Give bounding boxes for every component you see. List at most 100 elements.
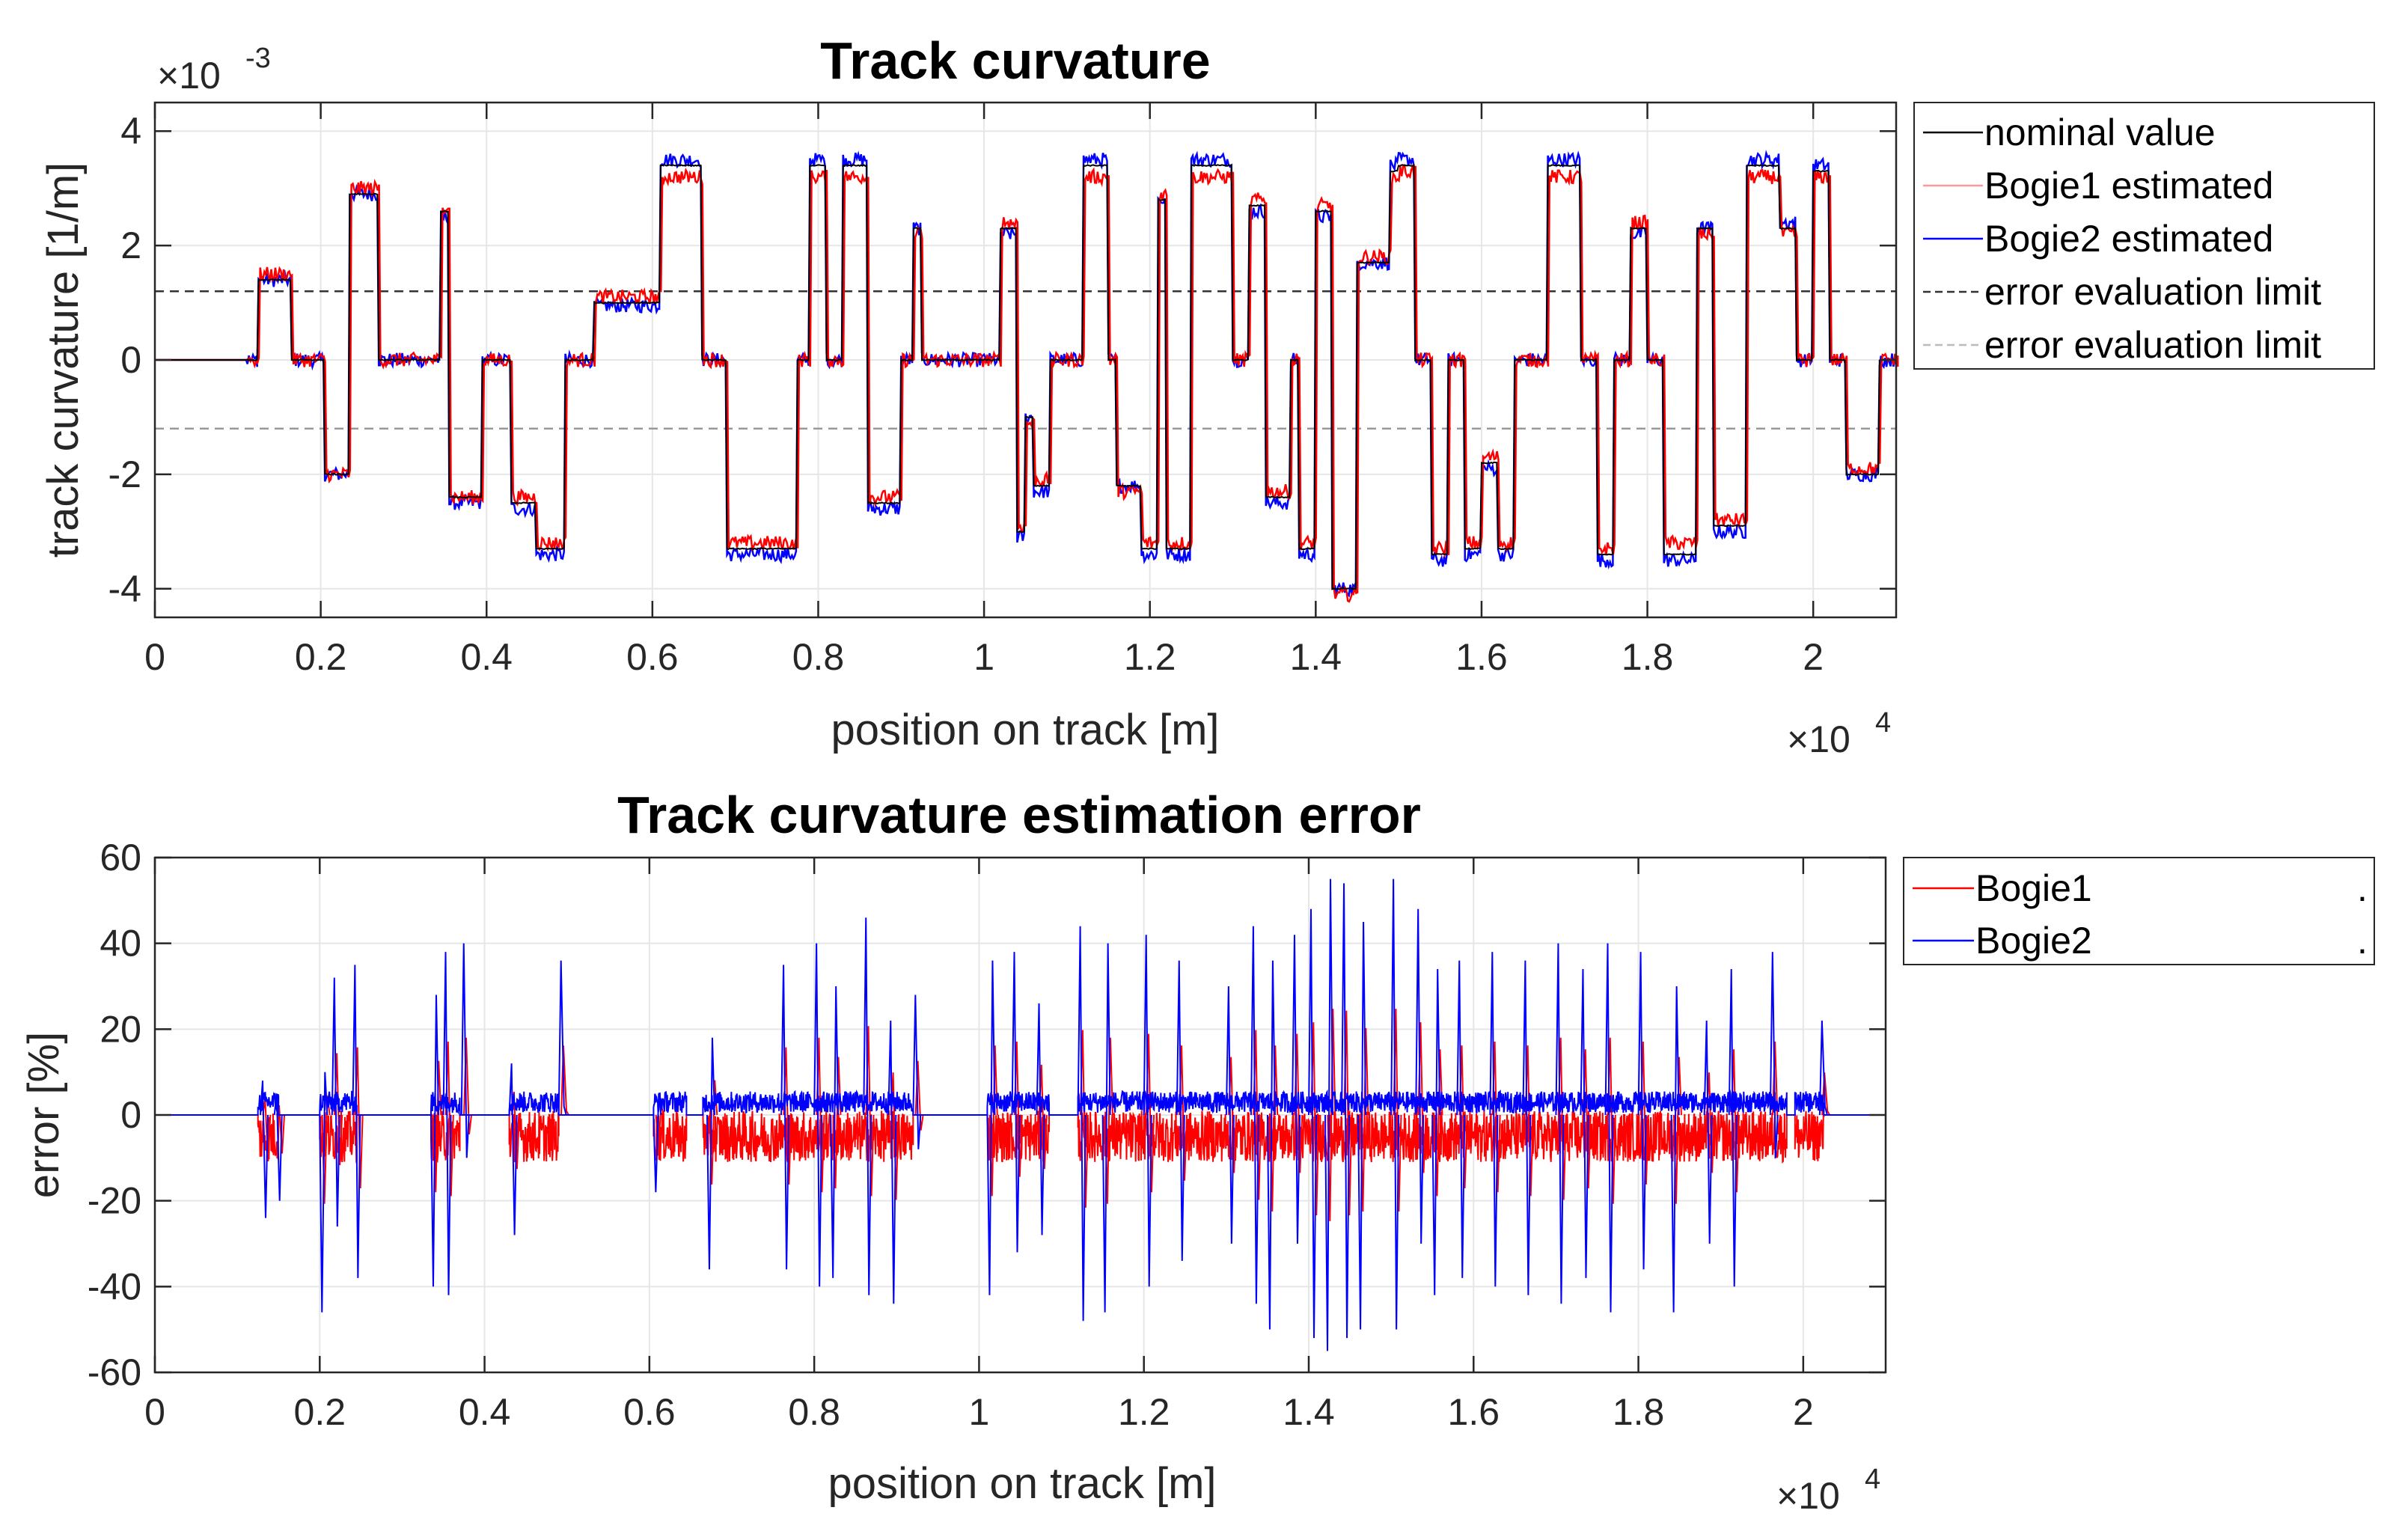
error-spike-bogie2: [352, 965, 361, 1278]
chart1-xtick-label: 0: [144, 636, 165, 678]
error-spike-bogie2: [1580, 969, 1589, 1278]
chart1-xtick-label: 1: [974, 636, 994, 678]
series-nominal: [155, 163, 1897, 590]
chart2-xtick-label: 0: [144, 1391, 165, 1433]
error-spike-bogie2: [1036, 1003, 1045, 1235]
series-error-bogie1: [155, 1109, 1886, 1164]
error-spike-bogie2: [780, 965, 790, 1270]
chart2-ytick-label: -60: [88, 1351, 141, 1393]
error-spike-bogie2: [460, 943, 470, 1158]
chart1-ytick-label: 0: [120, 339, 141, 381]
error-spike-bogie2: [1818, 1020, 1828, 1116]
error-spike-bogie2: [706, 1037, 715, 1270]
chart1-legend: nominal value Bogie1 estimated Bogie2 es…: [1913, 102, 2375, 370]
chart1-legend-box: [1913, 102, 2375, 370]
chart2-x-ticks: 0 0.2 0.4 0.6 0.8 1 1.2 1.4 1.6 1.8 2: [144, 858, 1814, 1433]
chart1-ytick-label: -4: [109, 568, 141, 610]
chart2-ytick-label: -40: [88, 1265, 141, 1307]
chart1-xtick-label: 1.8: [1622, 636, 1674, 678]
error-spike-bogie2: [1555, 943, 1565, 1304]
chart2-xtick-label: 1.4: [1283, 1391, 1335, 1433]
chart1-x-exponent-power: 4: [1875, 707, 1891, 739]
chart2-x-axis-label: position on track [m]: [828, 1459, 1217, 1508]
error-spike-bogie2: [259, 1081, 269, 1218]
chart1-xtick-label: 0.6: [626, 636, 679, 678]
error-spike-bogie2: [1077, 926, 1086, 1321]
error-spike-bogie2: [557, 960, 567, 1116]
chart1-x-exponent: ×10 4: [1787, 707, 1891, 760]
chart1-y-exponent: ×10 -3: [157, 43, 271, 97]
error-spike-bogie2: [1390, 879, 1400, 1330]
error-spike-bogie2: [1357, 921, 1367, 1330]
chart2-ytick-label: -20: [88, 1180, 141, 1222]
error-spike-bogie2: [1250, 926, 1259, 1304]
error-spike-bogie2: [1266, 960, 1276, 1330]
error-spike-bogie2: [863, 917, 872, 1295]
error-spike-bogie2: [1225, 986, 1235, 1244]
chart2-legend-box: [1903, 857, 2375, 965]
error-spike-bogie2: [986, 960, 996, 1295]
legend-label-bogie1: Bogie1 estimated: [1984, 165, 2273, 207]
legend-label-error-bogie2: Bogie2: [1975, 920, 2092, 962]
error-spike-bogie2: [887, 1020, 897, 1304]
chart1-xtick-label: 1.6: [1455, 636, 1508, 678]
error-spike-bogie2: [1101, 943, 1111, 1313]
chart2-ytick-label: 0: [120, 1094, 141, 1136]
chart2-ytick-label: 40: [100, 923, 141, 965]
error-spike-bogie2: [1143, 935, 1152, 1287]
legend-label-limit-upper: error evaluation limit: [1984, 271, 2321, 313]
chart2-legend: Bogie1 . Bogie2 .: [1903, 857, 2375, 965]
error-spike-bogie2: [273, 1093, 283, 1201]
error-spike-bogie2: [1604, 943, 1614, 1313]
error-spike-bogie2: [1703, 1020, 1713, 1244]
chart1-y-exponent-power: -3: [245, 43, 271, 74]
chart1-x-ticks: 0 0.2 0.4 0.6 0.8 1 1.2 1.4 1.6 1.8 2: [144, 103, 1824, 678]
chart2-title: Track curvature estimation error: [617, 786, 1421, 844]
chart1-y-exponent-base: ×10: [157, 55, 221, 97]
chart2-xtick-label: 0.4: [459, 1391, 511, 1433]
error-spike-bogie1: [262, 1099, 272, 1161]
chart2-xtick-label: 1.8: [1613, 1391, 1665, 1433]
error-spike-bogie2: [813, 943, 823, 1287]
chart1-xtick-label: 1.4: [1290, 636, 1342, 678]
error-spike-bogie2: [1291, 935, 1301, 1244]
chart1-y-axis-label: track curvature [1/m]: [39, 162, 88, 558]
chart1-series: [155, 150, 1899, 603]
error-spike-bogie2: [430, 994, 439, 1287]
error-spike-bogie2: [319, 1072, 328, 1313]
chart1-xtick-label: 2: [1803, 636, 1824, 678]
error-spike-bogie2: [1431, 969, 1441, 1295]
chart2-x-exponent: ×10 4: [1776, 1464, 1880, 1517]
legend-label-limit-lower: error evaluation limit: [1984, 324, 2321, 366]
chart2-series: [155, 879, 1886, 1351]
chart2-ytick-label: 20: [100, 1008, 141, 1050]
chart2-ytick-label: 60: [100, 837, 141, 879]
error-spike-bogie2: [912, 994, 922, 1149]
error-spike-bogie2: [1489, 952, 1499, 1287]
chart2-x-exponent-power: 4: [1865, 1464, 1880, 1495]
error-spike-bogie2: [1415, 908, 1425, 1244]
error-spike-bogie2: [331, 977, 340, 1227]
error-spike-bogie2: [1011, 952, 1021, 1253]
error-spike-bogie2: [1522, 960, 1532, 1295]
error-spike-bogie2: [1769, 952, 1779, 1158]
chart2-y-axis-label: error [%]: [19, 1032, 68, 1198]
legend-marker-error-bogie1: .: [2357, 867, 2368, 909]
curvature-chart: Track curvature ×10 -3 0 0.2 0.4 0.6 0.8 1 1.2…: [39, 31, 2375, 760]
chart2-xtick-label: 0.8: [788, 1391, 840, 1433]
series-bogie1-estimated: [156, 162, 1899, 603]
legend-marker-error-bogie2: .: [2357, 920, 2368, 962]
chart2-x-exponent-base: ×10: [1776, 1475, 1840, 1517]
chart1-x-axis-label: position on track [m]: [831, 706, 1220, 754]
chart1-ytick-label: -2: [109, 453, 141, 495]
error-spike-bogie1: [1821, 1072, 1831, 1116]
chart1-xtick-label: 0.2: [295, 636, 347, 678]
legend-label-bogie2: Bogie2 estimated: [1984, 218, 2273, 260]
legend-label-nominal: nominal value: [1984, 111, 2216, 153]
error-spike-bogie2: [1728, 969, 1738, 1287]
chart2-xtick-label: 0.6: [623, 1391, 676, 1433]
error-spike-bogie2: [830, 986, 840, 1278]
chart1-y-ticks: -4 -2 0 2 4: [109, 110, 1896, 610]
